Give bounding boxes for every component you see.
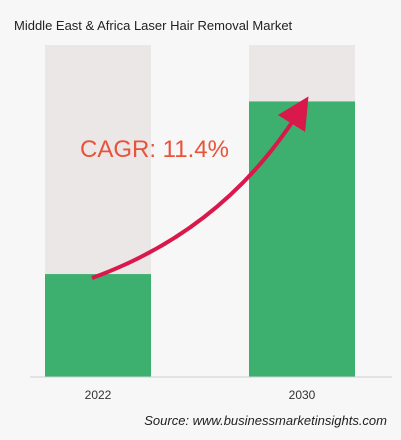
cagr-annotation: CAGR: 11.4%	[80, 136, 229, 163]
x-tick-label-2022: 2022	[85, 388, 112, 402]
chart-title: Middle East & Africa Laser Hair Removal …	[14, 18, 293, 33]
x-tick-label-2030: 2030	[289, 388, 316, 402]
bar-2022	[45, 274, 151, 377]
growth-arrow	[91, 96, 309, 280]
bar-2030	[249, 101, 355, 377]
source-footer: Source: www.businessmarketinsights.com	[144, 413, 387, 428]
